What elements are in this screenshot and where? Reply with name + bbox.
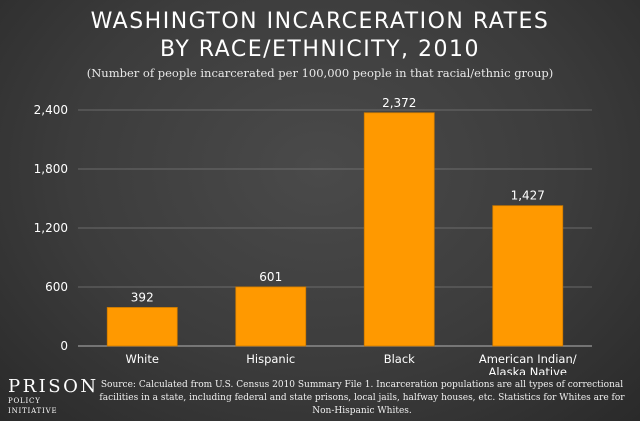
y-tick-label: 1,200 <box>34 221 68 235</box>
bar-value-label: 2,372 <box>382 96 416 110</box>
bar-value-label: 601 <box>259 270 282 284</box>
x-category-label: Hispanic <box>246 352 295 366</box>
x-category-label: American Indian/ <box>479 352 577 366</box>
logo-text-bottom: POLICY INITIATIVE <box>8 397 58 415</box>
source-note: Source: Calculated from U.S. Census 2010… <box>99 380 625 416</box>
bar-value-label: 392 <box>131 290 154 304</box>
bar-chart: 0 600 1,200 1,800 2,400 392 White 601 Hispanic 2,… <box>34 96 592 375</box>
bar <box>492 205 564 347</box>
chart-title-line-1: WASHINGTON INCARCERATION RATES <box>90 9 550 34</box>
y-tick-label: 600 <box>45 280 68 294</box>
bar <box>235 286 307 347</box>
bar <box>106 307 178 347</box>
chart-subtitle: (Number of people incarcerated per 100,0… <box>86 66 554 80</box>
y-tick-label: 2,400 <box>34 103 68 117</box>
bar-value-label: 1,427 <box>511 189 545 203</box>
chart-title-line-2: BY RACE/ETHNICITY, 2010 <box>159 37 481 62</box>
prison-policy-initiative-logo: PRISON POLICY INITIATIVE <box>8 376 99 416</box>
bar <box>363 112 435 347</box>
x-category-label: White <box>126 352 159 366</box>
y-tick-label: 0 <box>60 339 68 353</box>
x-category-label: Alaska Native <box>489 365 568 375</box>
x-category-label: Black <box>384 352 415 366</box>
y-tick-label: 1,800 <box>34 162 68 176</box>
logo-text-top: PRISON <box>8 376 99 397</box>
